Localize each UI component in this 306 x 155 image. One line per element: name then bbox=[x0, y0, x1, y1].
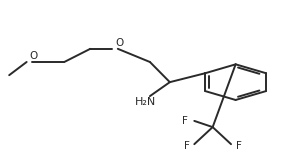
Text: F: F bbox=[182, 116, 188, 126]
Text: O: O bbox=[30, 51, 38, 61]
Text: F: F bbox=[184, 141, 190, 151]
Text: F: F bbox=[236, 141, 242, 151]
Text: H₂N: H₂N bbox=[135, 97, 156, 107]
Text: O: O bbox=[115, 38, 123, 48]
